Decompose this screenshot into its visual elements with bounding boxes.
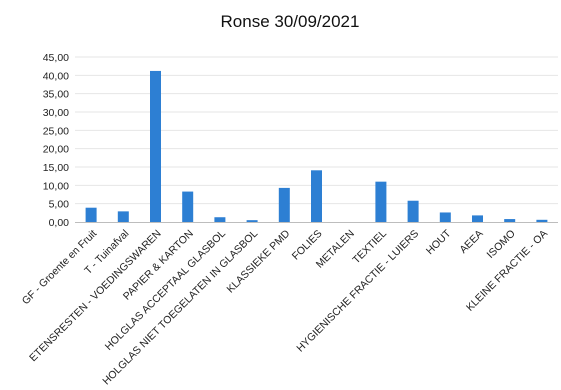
y-tick-label: 20,00	[43, 144, 69, 156]
bar	[150, 70, 161, 222]
y-tick-label: 25,00	[43, 125, 69, 137]
bar	[214, 217, 226, 222]
x-category-label: AEEA	[457, 228, 485, 256]
y-axis-tick-labels: 0,00 5,00 10,00 15,00 20,00 25,00 30,00 35,00 40…	[43, 52, 69, 229]
y-tick-label: 40,00	[43, 70, 69, 82]
bar	[504, 219, 516, 222]
bar	[246, 220, 258, 222]
chart-title: Ronse 30/09/2021	[221, 12, 360, 31]
bar	[472, 215, 483, 222]
y-tick-label: 10,00	[43, 180, 69, 192]
bar	[407, 200, 419, 222]
bar	[439, 212, 451, 222]
y-tick-label: 15,00	[43, 162, 69, 174]
bars	[85, 70, 548, 222]
y-tick-label: 45,00	[43, 52, 69, 64]
x-category-label: HOLGLAS ACCEPTAAL GLASBOL	[103, 228, 228, 353]
bar	[117, 211, 129, 222]
y-tick-label: 35,00	[43, 89, 69, 101]
y-tick-label: 0,00	[49, 217, 70, 229]
bar	[85, 207, 97, 222]
x-category-label: HOUT	[424, 227, 454, 257]
bar	[375, 181, 387, 222]
bar	[311, 170, 322, 222]
bar	[536, 219, 548, 222]
bar	[278, 187, 290, 222]
y-tick-label: 30,00	[43, 107, 69, 119]
y-tick-label: 5,00	[49, 199, 70, 211]
bar	[182, 191, 194, 222]
